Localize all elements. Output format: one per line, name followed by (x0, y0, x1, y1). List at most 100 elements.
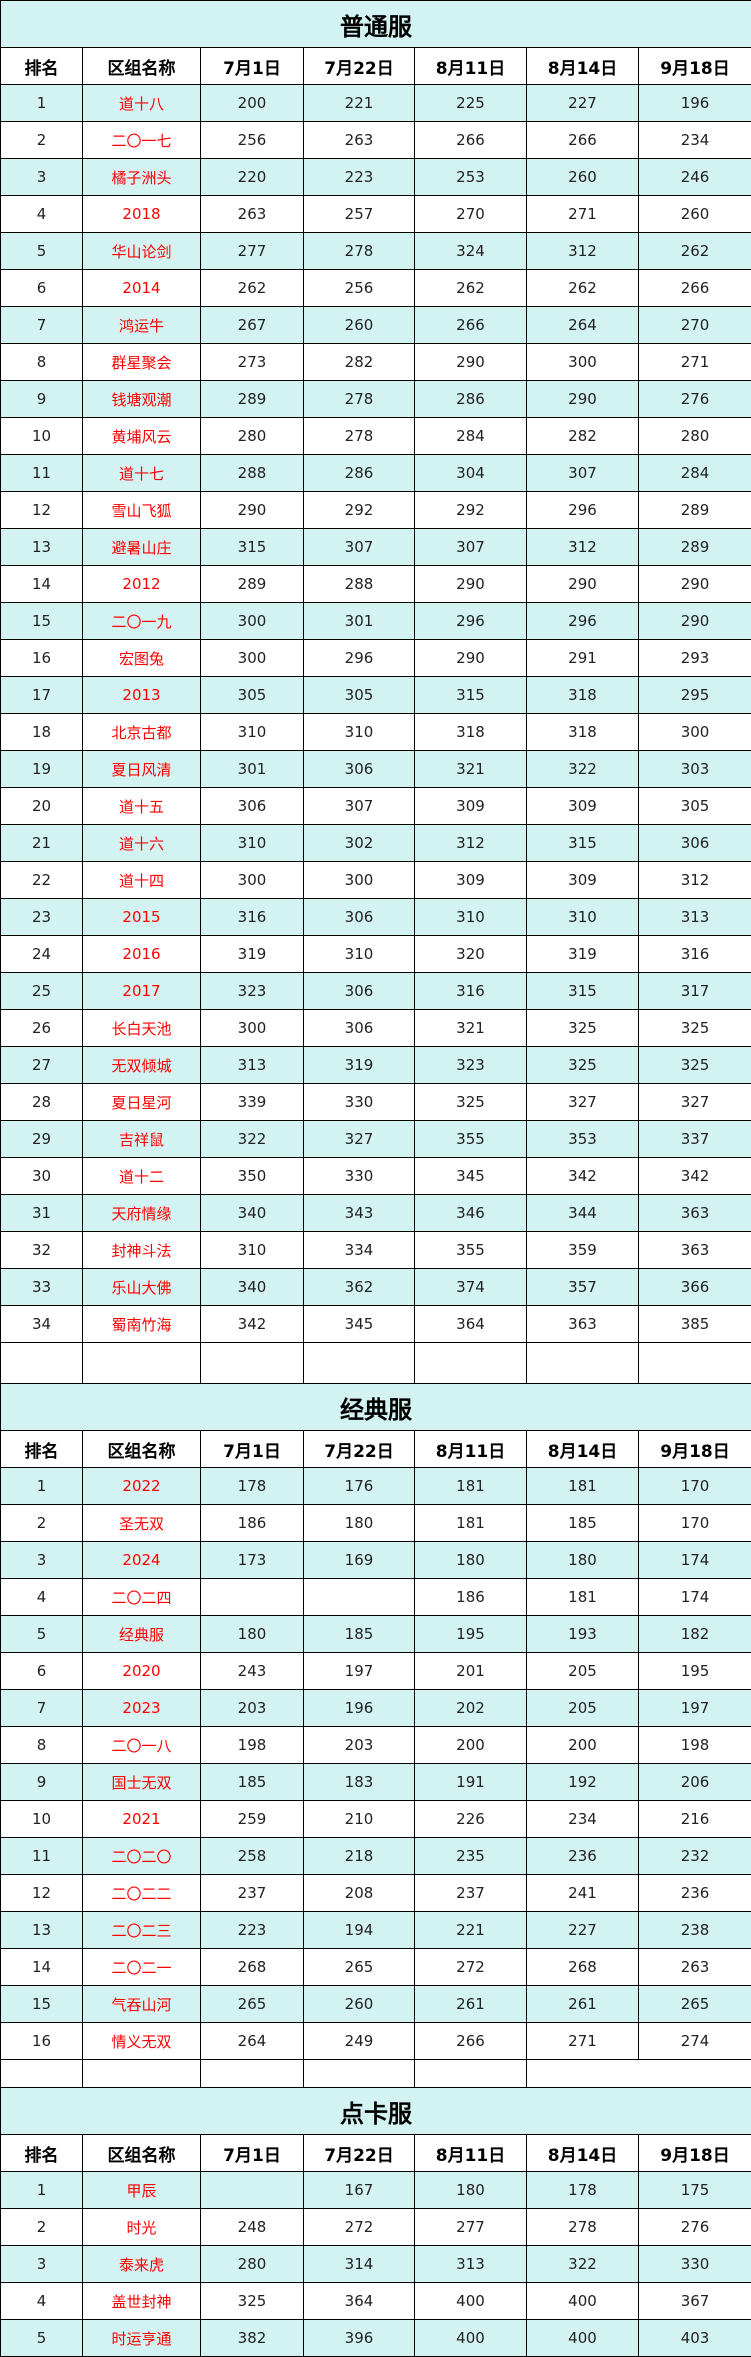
cell-sep-18: 206 (637, 1763, 751, 1801)
cell-rank: 17 (0, 676, 83, 714)
cell-aug-11: 253 (414, 158, 527, 196)
empty-cell (525, 2059, 751, 2088)
table-row: 9 钱塘观潮 289 278 286 290 276 (0, 380, 751, 418)
cell-aug-14: 322 (526, 750, 639, 788)
cell-sep-18: 280 (637, 417, 751, 455)
cell-jul-1: 264 (200, 2022, 304, 2060)
cell-server-name: 华山论剑 (82, 232, 201, 270)
cell-jul-1: 382 (200, 2319, 304, 2357)
cell-sep-18: 276 (637, 380, 751, 418)
section-title-row: 普通服 (0, 0, 751, 48)
column-header-sep-18: 9月18日 (637, 47, 751, 85)
cell-aug-11: 284 (414, 417, 527, 455)
cell-sep-18: 325 (637, 1046, 751, 1084)
cell-sep-18: 238 (637, 1911, 751, 1949)
cell-aug-11: 307 (414, 528, 527, 566)
cell-sep-18: 276 (637, 2208, 751, 2246)
cell-aug-14: 296 (526, 602, 639, 640)
header-row: 排名 区组名称 7月1日 7月22日 8月11日 8月14日 9月18日 (0, 47, 751, 85)
cell-jul-22: 221 (303, 84, 415, 122)
cell-jul-22: 306 (303, 750, 415, 788)
cell-jul-22: 278 (303, 417, 415, 455)
table-row: 21 道十六 310 302 312 315 306 (0, 824, 751, 862)
cell-jul-1: 173 (200, 1541, 304, 1579)
empty-cell (414, 2059, 527, 2088)
cell-rank: 9 (0, 1763, 83, 1801)
cell-sep-18: 271 (637, 343, 751, 381)
section-title-row: 经典服 (0, 1383, 751, 1431)
cell-jul-22: 307 (303, 528, 415, 566)
cell-sep-18: 182 (637, 1615, 751, 1653)
cell-sep-18: 385 (637, 1305, 751, 1343)
cell-aug-11: 201 (414, 1652, 527, 1690)
table-row: 4 盖世封神 325 364 400 400 367 (0, 2282, 751, 2320)
cell-sep-18: 284 (637, 454, 751, 492)
cell-jul-22: 396 (303, 2319, 415, 2357)
cell-jul-22: 292 (303, 491, 415, 529)
cell-jul-22: 210 (303, 1800, 415, 1838)
cell-rank: 1 (0, 1467, 83, 1505)
table-row: 17 2013 305 305 315 318 295 (0, 676, 751, 714)
cell-jul-22: 302 (303, 824, 415, 862)
column-header-rank: 排名 (0, 1430, 83, 1468)
cell-sep-18: 367 (637, 2282, 751, 2320)
cell-server-name: 时光 (82, 2208, 201, 2246)
section-title: 普通服 (0, 0, 751, 48)
cell-sep-18: 295 (637, 676, 751, 714)
cell-jul-1: 243 (200, 1652, 304, 1690)
column-header-aug-11: 8月11日 (414, 2134, 527, 2172)
cell-jul-1: 273 (200, 343, 304, 381)
cell-jul-22: 345 (303, 1305, 415, 1343)
cell-aug-11: 266 (414, 121, 527, 159)
cell-server-name: 圣无双 (82, 1504, 201, 1542)
cell-aug-11: 290 (414, 343, 527, 381)
table-row: 3 2024 173 169 180 180 174 (0, 1541, 751, 1579)
cell-jul-22: 180 (303, 1504, 415, 1542)
section-title: 经典服 (0, 1383, 751, 1431)
cell-aug-11: 290 (414, 639, 527, 677)
cell-aug-14: 325 (526, 1009, 639, 1047)
cell-aug-14: 312 (526, 232, 639, 270)
cell-jul-1: 322 (200, 1120, 304, 1158)
cell-sep-18: 317 (637, 972, 751, 1010)
cell-aug-11: 346 (414, 1194, 527, 1232)
cell-aug-14: 271 (526, 2022, 639, 2060)
cell-jul-22: 223 (303, 158, 415, 196)
cell-rank: 27 (0, 1046, 83, 1084)
cell-aug-14: 266 (526, 121, 639, 159)
cell-aug-14: 363 (526, 1305, 639, 1343)
cell-aug-11: 292 (414, 491, 527, 529)
cell-server-name: 雪山飞狐 (82, 491, 201, 529)
cell-aug-14: 353 (526, 1120, 639, 1158)
cell-rank: 23 (0, 898, 83, 936)
cell-jul-22: 301 (303, 602, 415, 640)
cell-jul-1 (200, 1578, 304, 1616)
cell-aug-14: 181 (526, 1467, 639, 1505)
cell-aug-14: 315 (526, 972, 639, 1010)
cell-aug-11: 313 (414, 2245, 527, 2283)
table-row: 6 2020 243 197 201 205 195 (0, 1652, 751, 1690)
cell-aug-11: 180 (414, 2171, 527, 2209)
table-row: 18 北京古都 310 310 318 318 300 (0, 713, 751, 751)
cell-rank: 1 (0, 84, 83, 122)
cell-jul-22: 327 (303, 1120, 415, 1158)
empty-cell (303, 2059, 415, 2088)
cell-jul-1: 300 (200, 861, 304, 899)
cell-jul-1: 180 (200, 1615, 304, 1653)
cell-jul-1: 319 (200, 935, 304, 973)
cell-rank: 12 (0, 491, 83, 529)
cell-jul-22: 256 (303, 269, 415, 307)
column-header-aug-14: 8月14日 (526, 1430, 639, 1468)
cell-jul-1: 268 (200, 1948, 304, 1986)
cell-jul-1: 310 (200, 713, 304, 751)
table-row: 13 二〇二三 223 194 221 227 238 (0, 1911, 751, 1949)
cell-server-name: 道十六 (82, 824, 201, 862)
cell-server-name: 二〇二三 (82, 1911, 201, 1949)
table-row: 33 乐山大佛 340 362 374 357 366 (0, 1268, 751, 1306)
cell-rank: 2 (0, 2208, 83, 2246)
cell-aug-11: 237 (414, 1874, 527, 1912)
cell-jul-22: 306 (303, 898, 415, 936)
cell-rank: 26 (0, 1009, 83, 1047)
cell-sep-18: 303 (637, 750, 751, 788)
cell-aug-11: 374 (414, 1268, 527, 1306)
